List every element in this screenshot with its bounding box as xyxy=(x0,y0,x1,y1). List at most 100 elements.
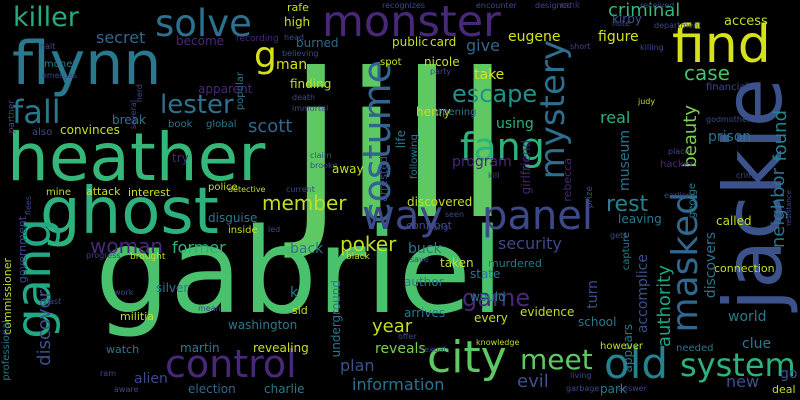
word-capture: capture xyxy=(621,232,632,271)
word-system: system xyxy=(680,346,796,384)
word-confront: confront xyxy=(406,219,452,232)
word-arrives: arrives xyxy=(404,306,446,320)
word-away: away xyxy=(332,162,364,176)
word-current: current xyxy=(286,185,315,194)
word-answer: answer xyxy=(618,384,647,393)
word-disguise: disguise xyxy=(208,211,258,225)
word-knowledge: knowledge xyxy=(476,338,520,347)
word-kirby: kirby xyxy=(612,12,642,26)
word-silver: silver xyxy=(156,281,189,295)
word-taken: taken xyxy=(440,256,474,270)
word-secret: secret xyxy=(96,28,146,47)
word-earlier: earlier xyxy=(664,191,690,200)
word-control: control xyxy=(165,342,297,386)
word-inside: inside xyxy=(228,225,258,236)
word-attack: attack xyxy=(86,185,121,198)
word-underground: underground xyxy=(329,280,343,358)
word-encounter: encounter xyxy=(476,1,517,10)
word-former: former xyxy=(172,238,226,257)
word-deal: deal xyxy=(772,383,796,396)
word-sid: sid xyxy=(292,304,308,317)
word-recording: recording xyxy=(236,34,279,44)
word-brought: brought xyxy=(130,252,166,262)
word-become: become xyxy=(176,34,225,48)
word-eugene: eugene xyxy=(508,29,561,45)
word-accomplice: accomplice xyxy=(635,254,651,334)
word-halt: halt xyxy=(40,42,56,51)
word-party: party xyxy=(430,67,452,76)
word-immortal: immortal xyxy=(292,104,329,113)
word-needed: needed xyxy=(676,343,714,354)
word-henry: henry xyxy=(416,105,451,119)
word-found: found xyxy=(770,110,791,162)
word-real: real xyxy=(600,108,631,127)
word-man: man xyxy=(276,57,308,73)
word-access: access xyxy=(724,14,768,29)
word-charlie: charlie xyxy=(264,382,305,396)
word-nicole: nicole xyxy=(424,55,460,69)
word-poker: poker xyxy=(340,232,397,256)
word-flees: flees xyxy=(24,196,33,216)
word-hacker: hacker xyxy=(660,159,694,170)
word-claim: claim xyxy=(310,151,332,160)
word-old: old xyxy=(604,339,669,388)
word-money: money xyxy=(44,59,79,70)
word-lester: lester xyxy=(160,90,234,120)
word-finding: finding xyxy=(290,77,332,91)
word-jill: jill xyxy=(288,31,511,264)
word-past: past xyxy=(44,297,62,306)
word-sexual: sexual xyxy=(420,345,446,354)
word-city: city xyxy=(427,332,507,383)
word-police: police xyxy=(208,182,238,193)
word-information: information xyxy=(352,375,445,394)
word-panel: panel xyxy=(482,193,593,239)
word-killing: killing xyxy=(640,43,664,52)
word-connection: connection xyxy=(714,262,775,275)
word-death: death xyxy=(292,93,316,102)
word-department: department xyxy=(654,21,702,30)
word-short: short xyxy=(570,42,591,51)
word-recognizes: recognizes xyxy=(382,1,425,10)
word-school: school xyxy=(578,315,617,329)
word-partner: partner xyxy=(7,100,17,134)
word-gets: gets xyxy=(610,231,628,240)
word-believing: believing xyxy=(282,49,319,58)
word-global: global xyxy=(206,119,237,130)
word-fall: fall xyxy=(12,93,61,131)
word-mine: mine xyxy=(46,187,72,198)
word-following: following xyxy=(409,134,420,179)
word-heather: heather xyxy=(7,119,266,196)
word-offer: offer xyxy=(398,332,417,341)
word-criminal: criminal xyxy=(608,0,681,21)
word-life: life xyxy=(394,130,408,149)
word-murdered: murdered xyxy=(488,257,542,270)
word-apparent: apparent xyxy=(198,82,253,96)
word-author: author xyxy=(404,275,444,289)
word-state: state xyxy=(470,267,501,281)
word-woman: woman xyxy=(90,234,164,258)
word-work: work xyxy=(114,288,134,297)
word-book: book xyxy=(168,119,193,130)
word-park: park xyxy=(600,382,627,396)
word-high: high xyxy=(284,15,311,29)
word-killer: killer xyxy=(13,2,79,33)
word-buck: buck xyxy=(408,241,442,257)
word-security: security xyxy=(498,234,562,253)
word-break: break xyxy=(112,113,146,127)
word-godmother: godmother xyxy=(706,115,751,124)
word-flynn: flynn xyxy=(12,29,162,99)
word-new: new xyxy=(726,372,760,391)
word-election: election xyxy=(188,382,236,396)
word-black: black xyxy=(346,252,370,262)
word-kill: kill xyxy=(488,171,500,180)
word-seen: seen xyxy=(445,210,465,219)
word-every: every xyxy=(474,311,508,325)
word-garbage: garbage xyxy=(566,384,600,393)
word-george: george xyxy=(687,183,698,219)
word-solve: solve xyxy=(155,2,252,45)
word-government: government xyxy=(16,216,29,284)
word-gabriel: gabriel xyxy=(95,202,504,340)
word-led: led xyxy=(268,225,281,234)
word-prison: prison xyxy=(708,129,752,145)
